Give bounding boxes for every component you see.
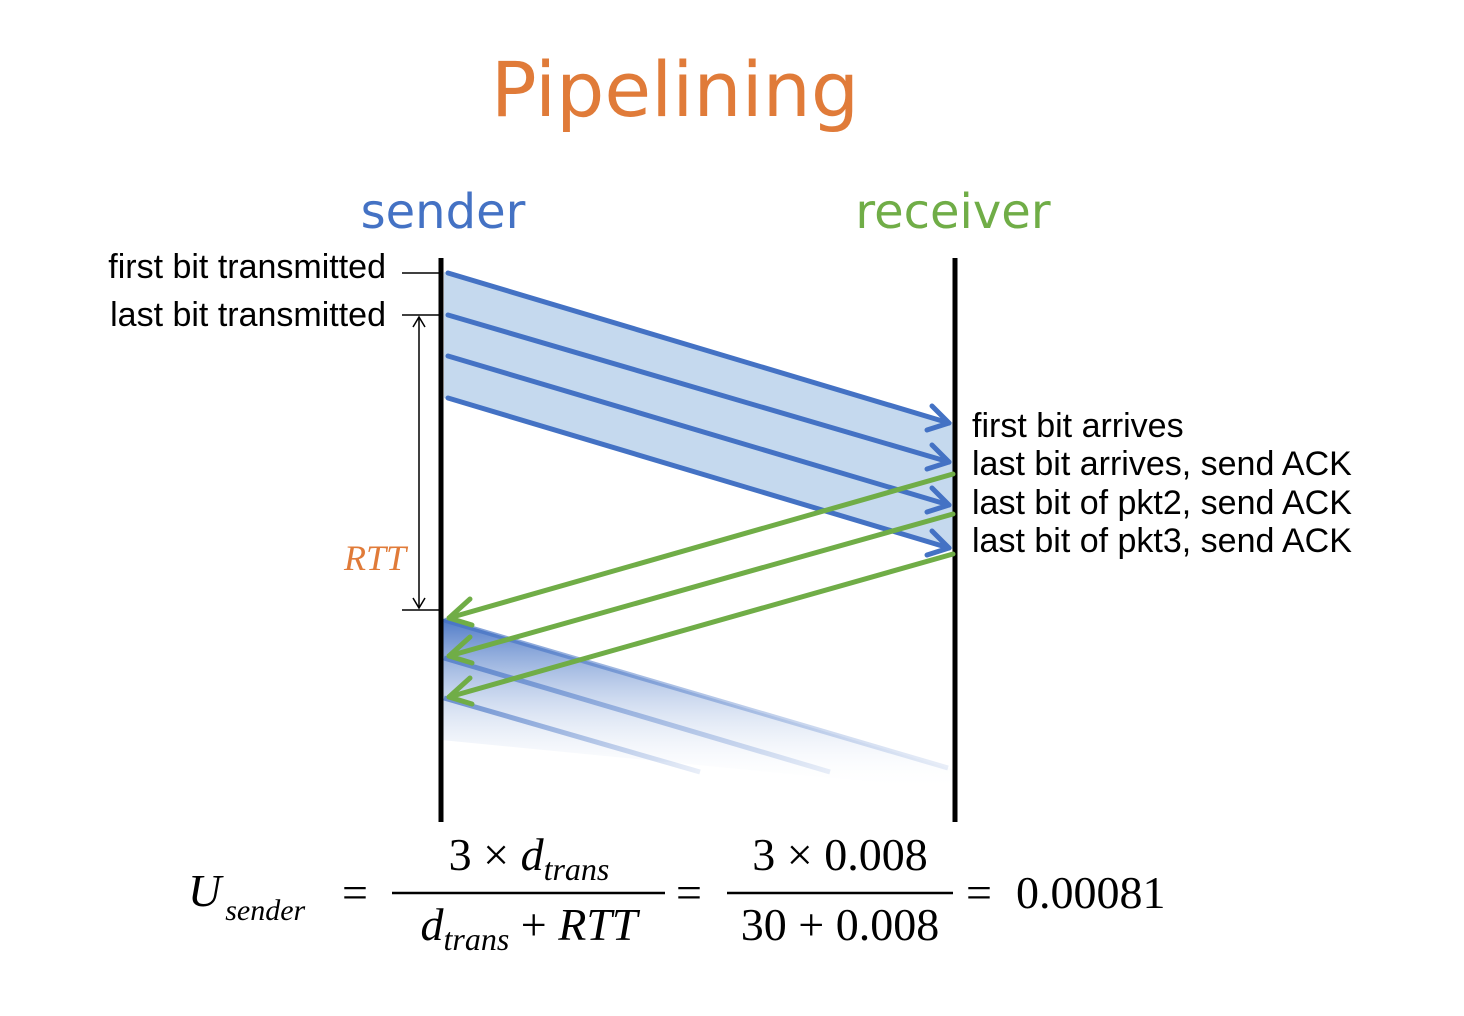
- formula-denominator-2: 30 + 0.008: [741, 899, 939, 950]
- arrowhead-icon: [924, 528, 952, 558]
- formula-numerator-1: 3 × dtrans: [449, 829, 610, 887]
- arrowhead-up-icon: [412, 315, 426, 328]
- formula-denominator-1: dtrans + RTT: [420, 899, 640, 957]
- right-label-first-bit-arrives: first bit arrives: [972, 407, 1184, 445]
- ack2-arrow: [446, 511, 956, 659]
- ack1-arrow: [446, 471, 956, 621]
- arrowhead-icon: [446, 596, 475, 628]
- page-title: Pipelining: [491, 45, 859, 134]
- right-label-last-bit-arrives: last bit arrives, send ACK: [972, 445, 1352, 483]
- faded-arrows: [443, 617, 949, 775]
- packet1-first-bit-arrow: [445, 270, 952, 426]
- arrowhead-icon: [924, 485, 952, 515]
- packet3-last-bit-arrow: [445, 395, 952, 551]
- packet-band: [444, 272, 955, 550]
- formula-equals-3: =: [966, 867, 992, 918]
- faded-packet-arrow: [443, 655, 831, 775]
- formula-result: 0.00081: [1016, 867, 1166, 918]
- packet1-last-bit-arrow: [445, 312, 952, 465]
- arrowhead-icon: [446, 634, 475, 666]
- receiver-label: receiver: [855, 184, 1050, 240]
- ack-arrows: [446, 471, 956, 707]
- packet-arrows: [445, 270, 952, 558]
- arrowhead-icon: [924, 403, 952, 433]
- ack3-arrow: [446, 551, 956, 700]
- sender-label: sender: [361, 184, 526, 240]
- first-bit-transmitted-label: first bit transmitted: [108, 248, 386, 286]
- right-label-pkt2: last bit of pkt2, send ACK: [972, 484, 1352, 522]
- last-bit-transmitted-label: last bit transmitted: [110, 296, 386, 334]
- formula-equals-2: =: [676, 867, 702, 918]
- arrowhead-down-icon: [412, 597, 426, 610]
- packet2-last-bit-arrow: [445, 353, 952, 508]
- faded-packet-arrow: [443, 695, 701, 775]
- rtt-bracket: [402, 315, 441, 611]
- rtt-label: RTT: [343, 538, 409, 578]
- arrowhead-icon: [924, 442, 952, 472]
- right-label-pkt3: last bit of pkt3, send ACK: [972, 522, 1352, 560]
- arrowhead-icon: [446, 675, 475, 707]
- faded-packet-arrow: [443, 617, 949, 771]
- formula-numerator-2: 3 × 0.008: [752, 829, 927, 880]
- formula-equals-1: =: [342, 867, 368, 918]
